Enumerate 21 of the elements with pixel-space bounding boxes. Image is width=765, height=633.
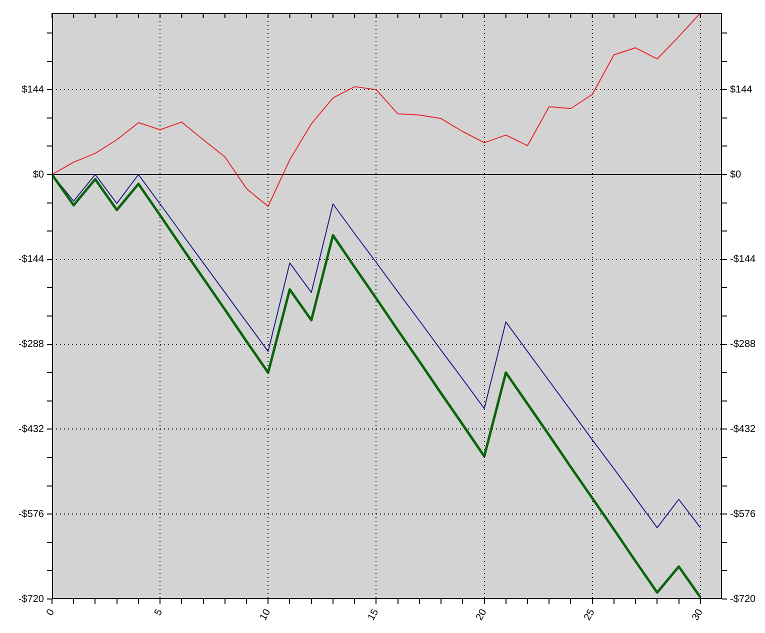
x-tick-label: 30 [690, 606, 706, 623]
y-tick-label: $144 [22, 84, 44, 96]
y-tick-label: -$144 [18, 254, 44, 266]
y2-tick-label: $0 [730, 169, 742, 180]
y2-tick-label: $144 [730, 84, 753, 96]
y2-tick-label: -$144 [730, 254, 756, 266]
x-tick-label: 25 [582, 606, 598, 623]
y2-tick-label: -$432 [730, 424, 756, 435]
y-tick-label: -$576 [18, 508, 44, 520]
x-tick-label: 20 [474, 606, 490, 623]
x-tick-label: 15 [366, 606, 382, 623]
y2-tick-label: -$576 [730, 508, 756, 520]
y2-tick-label: -$720 [730, 594, 756, 605]
x-tick-label: 10 [258, 606, 274, 623]
x-tick-label: 5 [152, 606, 166, 618]
y-tick-label: -$288 [18, 339, 44, 350]
y-tick-label: $0 [32, 169, 44, 180]
y-tick-label: -$432 [18, 424, 44, 435]
y2-tick-label: -$288 [730, 339, 756, 350]
y-tick-label: -$720 [18, 594, 44, 605]
x-tick-label: 0 [44, 606, 58, 618]
